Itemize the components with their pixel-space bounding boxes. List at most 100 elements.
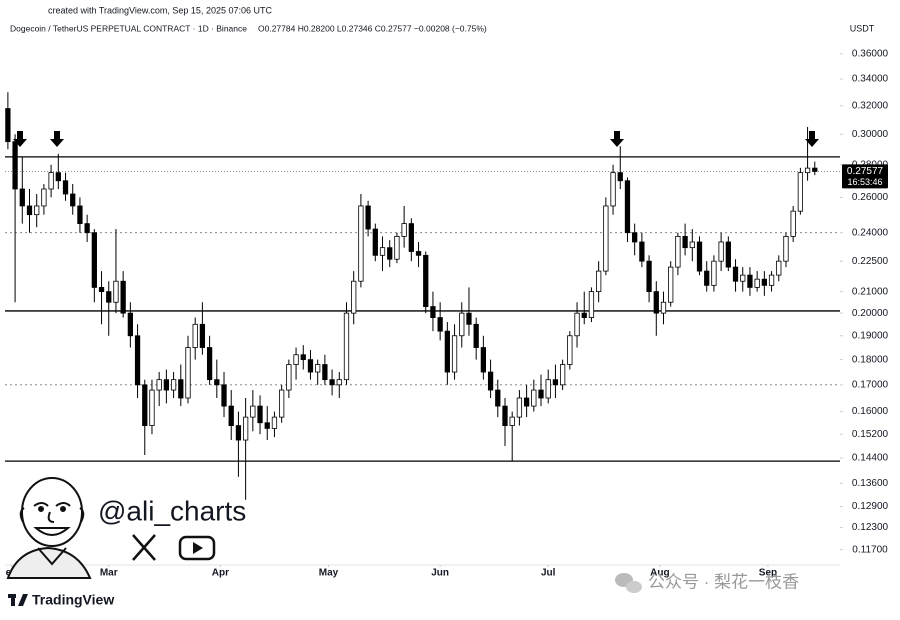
candle-body [466, 312, 472, 325]
candle-body [26, 205, 33, 216]
y-tick-label: 0.11700 [852, 544, 888, 555]
candle-body [495, 389, 501, 407]
x-tick-label: Mar [100, 568, 118, 579]
candle-body [379, 247, 386, 256]
candle-body [242, 416, 249, 441]
candle-body [696, 241, 703, 272]
candle-body [639, 241, 645, 262]
candle-body [5, 108, 11, 143]
candle-body [531, 389, 537, 407]
candle-body [84, 223, 90, 234]
candle-body [768, 274, 775, 286]
wechat-icon [615, 573, 642, 593]
countdown-label: 16:53:46 [847, 177, 882, 187]
candle-body [480, 347, 487, 373]
candle-body [689, 241, 695, 249]
y-tick-label: 0.12900 [852, 501, 889, 512]
wechat-watermark: 公众号 · 梨花一枝香 [648, 572, 799, 591]
candle-body [516, 397, 523, 418]
candle-body [358, 205, 364, 282]
candle-body [632, 232, 638, 243]
candle-body [19, 188, 25, 207]
x-icon [132, 534, 156, 561]
candle-body [804, 167, 811, 174]
candle-body [228, 405, 234, 426]
candle-body [776, 260, 782, 276]
candle-body [487, 371, 494, 391]
candle-body [235, 425, 242, 441]
y-tick-label: 0.17000 [852, 379, 889, 390]
y-tick-label: 0.30000 [852, 129, 889, 140]
candle-body [12, 141, 18, 190]
y-tick-label: 0.32000 [852, 100, 889, 111]
candle-body [170, 379, 177, 391]
candle-body [271, 416, 278, 429]
avatar [6, 477, 92, 579]
candle-body [98, 287, 105, 293]
candle-body [725, 241, 731, 268]
candle-body [732, 266, 739, 282]
y-tick-label: 0.19000 [852, 330, 889, 341]
candle-body [603, 205, 609, 272]
y-tick-label: 0.15200 [852, 429, 889, 440]
candle-body [754, 278, 760, 288]
candle-body [106, 291, 112, 303]
candle-body [394, 235, 400, 260]
candle-body [797, 172, 804, 212]
candle-body [401, 223, 407, 237]
candle-body [156, 379, 162, 391]
y-tick-label: 0.13600 [852, 478, 889, 489]
candle-body [552, 379, 559, 386]
y-tick-label: 0.34000 [852, 74, 889, 85]
candle-body [711, 260, 717, 286]
symbol: Dogecoin / TetherUS PERPETUAL CONTRACT ·… [10, 23, 247, 33]
candle-body [293, 354, 299, 365]
tv-logo [8, 594, 28, 606]
arrow [805, 131, 819, 147]
x-tick-label: Sep [759, 568, 777, 579]
credit: created with TradingView.com, Sep 15, 20… [48, 5, 272, 15]
plot: 0.360000.340000.320000.300000.280000.260… [5, 48, 889, 579]
candle-body [653, 291, 659, 314]
x-tick-label: Jun [431, 568, 449, 579]
candle-body [423, 254, 429, 307]
x-tick-label: Aug [650, 568, 669, 579]
candle-body [588, 291, 595, 318]
candle-body [610, 172, 616, 207]
candle-body [574, 312, 580, 337]
candle-body [214, 379, 220, 386]
y-tick-label: 0.36000 [852, 48, 889, 59]
candle-body [559, 364, 566, 386]
candle-body [70, 193, 76, 207]
y-tick-label: 0.18000 [852, 354, 889, 365]
x-tick-label: May [319, 568, 339, 579]
candle-body [178, 379, 184, 399]
arrow [50, 131, 64, 147]
candle-body [286, 364, 292, 391]
candle-body [48, 172, 54, 190]
candle-body [322, 364, 328, 381]
candle-body [718, 241, 724, 262]
candle-body [596, 270, 602, 293]
last-price-box [842, 164, 888, 189]
candle-body [437, 317, 443, 332]
candle-body [387, 247, 393, 260]
brand: TradingView [32, 592, 114, 608]
candle-body [545, 379, 551, 399]
candle-body [812, 167, 818, 172]
candle-body [740, 274, 746, 282]
candle-body [668, 266, 674, 303]
candle-body [660, 301, 667, 314]
candle-body [502, 405, 508, 426]
y-tick-label: 0.14400 [852, 453, 889, 464]
quote: O0.27784 H0.28200 L0.27346 C0.27577 −0.0… [258, 23, 487, 33]
candle-body [113, 280, 119, 303]
candle-body [415, 251, 422, 256]
candle-body [509, 416, 515, 426]
y-tick-label: 0.24000 [852, 227, 889, 238]
y-tick-label: 0.21000 [852, 286, 889, 297]
candle-body [581, 312, 587, 318]
candle-body [783, 235, 789, 262]
